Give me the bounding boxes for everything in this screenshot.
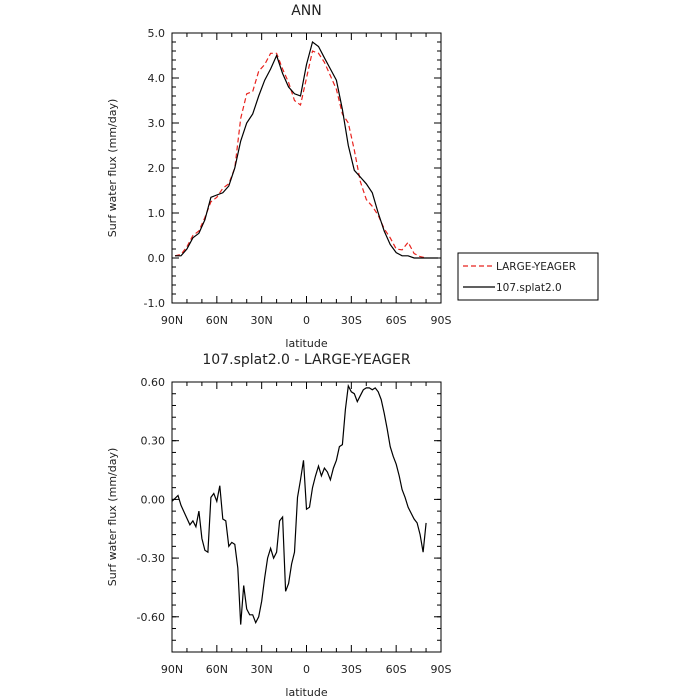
y-tick-label: 2.0 bbox=[148, 162, 166, 175]
y-tick-label: 0.60 bbox=[141, 376, 166, 389]
plot-frame bbox=[171, 381, 442, 653]
y-tick-label: 1.0 bbox=[148, 207, 166, 220]
y-tick-label: -1.0 bbox=[144, 297, 165, 310]
x-tick-label: 90S bbox=[431, 663, 452, 676]
plot-frame bbox=[171, 32, 442, 304]
y-tick-label: 3.0 bbox=[148, 117, 166, 130]
legend: LARGE-YEAGER 107.splat2.0 bbox=[457, 252, 599, 301]
x-tick-label: 60S bbox=[386, 663, 407, 676]
y-tick-label: -0.60 bbox=[137, 611, 165, 624]
x-tick-label: 60N bbox=[206, 314, 228, 327]
x-tick-label: 60N bbox=[206, 663, 228, 676]
series-line-107-splat2-0 bbox=[175, 40, 438, 259]
y-axis-label: Surf water flux (mm/day) bbox=[106, 99, 119, 238]
series-line-difference-0 bbox=[171, 383, 427, 625]
y-tick-label: -0.30 bbox=[137, 552, 165, 565]
y-tick-label: 4.0 bbox=[148, 72, 166, 85]
y-axis-label: Surf water flux (mm/day) bbox=[106, 448, 119, 587]
chart-title: ANN bbox=[291, 3, 322, 19]
x-axis-label: latitude bbox=[285, 686, 327, 699]
x-tick-label: 0 bbox=[303, 314, 310, 327]
x-tick-label: 30N bbox=[251, 663, 273, 676]
y-tick-label: 0.00 bbox=[141, 493, 166, 506]
x-tick-label: 90N bbox=[161, 314, 183, 327]
chart-title: 107.splat2.0 - LARGE-YEAGER bbox=[202, 352, 410, 368]
legend-label-107-splat2: 107.splat2.0 bbox=[496, 282, 562, 294]
legend-box bbox=[457, 252, 599, 301]
x-tick-label: 30S bbox=[341, 314, 362, 327]
x-tick-label: 90N bbox=[161, 663, 183, 676]
x-axis-label: latitude bbox=[285, 337, 327, 350]
x-tick-label: 90S bbox=[431, 314, 452, 327]
upper-panel: ANN -1.0 0.0 1.0 2.0 3.0 4.0 5.0 90N 60N 30N 0 30S 60… bbox=[106, 3, 452, 350]
y-tick-label: 5.0 bbox=[148, 27, 166, 40]
x-tick-label: 30N bbox=[251, 314, 273, 327]
y-tick-label: 0.30 bbox=[141, 435, 166, 448]
x-tick-label: 60S bbox=[386, 314, 407, 327]
series-line-large-yeager bbox=[174, 50, 427, 259]
legend-label-large-yeager: LARGE-YEAGER bbox=[496, 261, 576, 273]
x-tick-label: 0 bbox=[303, 663, 310, 676]
y-tick-label: 0.0 bbox=[148, 252, 166, 265]
x-tick-label: 30S bbox=[341, 663, 362, 676]
lower-panel: 107.splat2.0 - LARGE-YEAGER -0.60 -0.30 0.0… bbox=[106, 352, 452, 699]
